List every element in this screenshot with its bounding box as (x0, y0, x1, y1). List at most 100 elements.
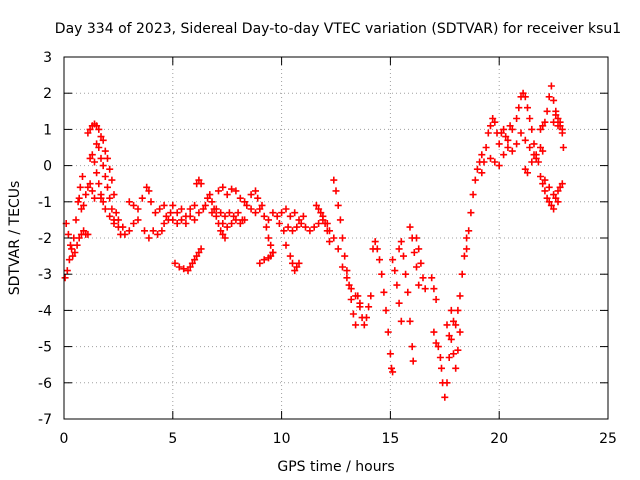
data-point (463, 245, 471, 253)
data-point (73, 241, 81, 249)
data-point (101, 205, 109, 213)
data-point (114, 216, 122, 224)
y-tick-label: -6 (38, 376, 52, 392)
data-point (537, 125, 544, 133)
data-point (206, 191, 214, 199)
data-point (463, 234, 471, 242)
data-point (434, 343, 442, 351)
data-point (88, 187, 96, 195)
data-point (289, 227, 296, 235)
data-point (391, 267, 399, 275)
data-point (443, 321, 451, 329)
data-point (208, 198, 216, 206)
data-point (145, 234, 153, 242)
data-point (97, 154, 105, 162)
data-point (445, 354, 453, 361)
data-point (413, 234, 420, 242)
data-point (223, 223, 231, 231)
data-point (106, 212, 114, 220)
data-point (95, 125, 103, 133)
data-point (521, 165, 529, 173)
data-point (293, 263, 301, 271)
data-point (282, 241, 290, 249)
data-point (547, 201, 555, 209)
data-point (428, 274, 436, 282)
data-point (299, 212, 307, 220)
data-point (438, 364, 445, 372)
data-point (269, 209, 277, 217)
data-point (365, 303, 373, 311)
data-point (76, 183, 84, 191)
data-point (421, 285, 429, 293)
data-point (526, 144, 534, 151)
data-point (241, 198, 249, 206)
data-point (252, 187, 259, 195)
data-point (530, 151, 538, 159)
data-point (480, 158, 488, 166)
data-point (417, 259, 425, 267)
data-point (552, 111, 560, 119)
data-point (321, 220, 329, 227)
data-point (108, 205, 116, 213)
data-point (450, 317, 457, 325)
data-point (430, 328, 438, 336)
data-point (173, 220, 181, 227)
data-point (125, 198, 133, 206)
data-point (278, 209, 286, 217)
data-point (541, 187, 549, 195)
data-point (88, 151, 96, 159)
data-point (367, 292, 375, 300)
data-point (432, 296, 440, 303)
data-point (91, 158, 98, 166)
data-point (61, 274, 69, 282)
data-point (415, 281, 423, 289)
data-point (467, 209, 475, 217)
data-point (386, 350, 394, 358)
data-point (188, 259, 196, 267)
data-point (141, 227, 148, 235)
data-point (319, 212, 327, 220)
data-point (376, 256, 383, 264)
data-point (178, 205, 185, 213)
data-point (458, 270, 466, 278)
data-point (86, 154, 94, 162)
data-point (534, 158, 542, 166)
data-point (306, 227, 314, 235)
data-point (469, 191, 477, 199)
data-point (454, 306, 462, 314)
data-point (71, 249, 79, 256)
data-point (550, 118, 558, 126)
y-tick-label: -5 (38, 340, 52, 356)
data-point (260, 212, 268, 220)
data-point (197, 245, 205, 253)
chart-title: Day 334 of 2023, Sidereal Day-to-day VTE… (55, 21, 621, 37)
data-point (230, 212, 238, 220)
data-point (504, 136, 512, 144)
data-point (204, 194, 212, 202)
data-point (147, 198, 155, 206)
data-point (104, 154, 111, 162)
data-point (295, 259, 303, 267)
data-point (68, 245, 76, 253)
data-point (315, 220, 323, 227)
data-point (528, 125, 536, 133)
data-point (388, 364, 395, 372)
data-point (310, 223, 318, 231)
data-point (67, 241, 74, 249)
data-point (106, 194, 114, 202)
data-point (221, 212, 229, 220)
data-point (95, 144, 103, 151)
data-point (413, 263, 420, 271)
data-point (228, 185, 236, 193)
data-point (349, 310, 357, 318)
data-point (482, 144, 490, 151)
data-point (554, 122, 562, 130)
data-point (382, 306, 390, 314)
data-point (106, 165, 114, 173)
data-point (539, 122, 547, 130)
data-point (265, 234, 272, 242)
data-point (339, 234, 346, 242)
data-point (93, 140, 101, 148)
data-point (332, 187, 340, 195)
